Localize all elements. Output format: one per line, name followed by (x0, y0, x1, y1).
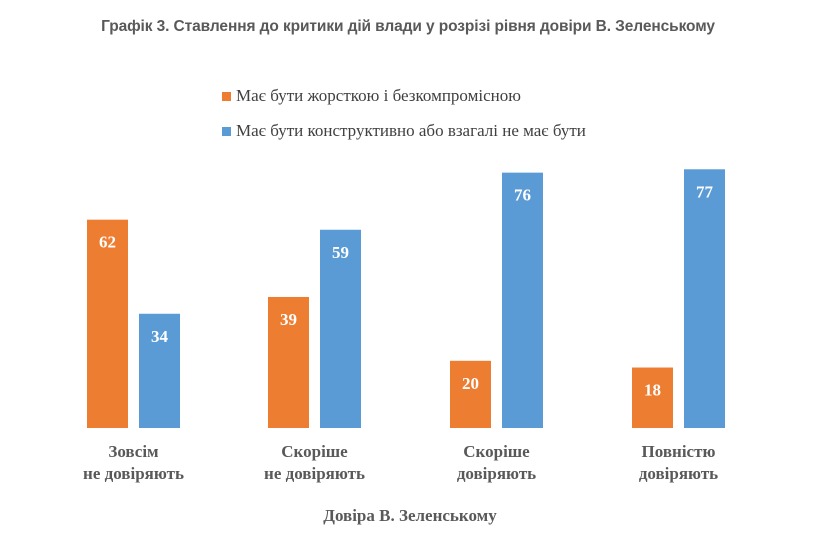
data-label-series-0-cat-3: 18 (644, 381, 661, 400)
data-label-series-0-cat-2: 20 (462, 374, 479, 393)
legend-item-series-0: Має бути жорсткою і безкомпромісною (222, 86, 586, 106)
legend-label: Має бути жорсткою і безкомпромісною (236, 86, 521, 105)
chart-title: Графік 3. Ставлення до критики дій влади… (101, 18, 715, 35)
bar-series-1-cat-1 (320, 229, 361, 428)
data-label-series-1-cat-2: 76 (514, 186, 531, 205)
data-label-series-1-cat-1: 59 (332, 243, 349, 262)
legend-item-series-1: Має бути конструктивно або взагалі не ма… (222, 121, 586, 141)
bar-series-1-cat-0 (139, 313, 180, 428)
bar-series-0-cat-0 (87, 219, 128, 428)
data-label-series-1-cat-3: 77 (696, 182, 714, 201)
bar-series-0-cat-2 (450, 360, 491, 428)
category-label-1-line-1: не довіряють (264, 464, 365, 483)
bar-series-1-cat-2 (502, 172, 543, 428)
category-label-2-line-1: довіряють (457, 464, 536, 483)
legend-swatch-blue (222, 126, 231, 136)
legend: Має бути жорсткою і безкомпромісною Має … (222, 86, 586, 156)
bar-series-1-cat-3 (684, 169, 725, 428)
legend-swatch-orange (222, 91, 231, 101)
category-labels-group: Зовсім не довіряють Скоріше не довіряють Ско… (83, 442, 718, 483)
legend-label: Має бути конструктивно або взагалі не ма… (236, 121, 586, 140)
data-label-series-0-cat-0: 62 (99, 233, 116, 252)
category-label-3-line-1: довіряють (639, 464, 718, 483)
bar-series-0-cat-3 (632, 367, 673, 428)
category-label-0-line-0: Зовсім (108, 442, 159, 461)
category-label-0-line-1: не довіряють (83, 464, 184, 483)
category-label-1-line-0: Скоріше (281, 442, 348, 461)
data-label-series-1-cat-0: 34 (151, 327, 169, 346)
data-label-series-0-cat-1: 39 (280, 310, 297, 329)
category-label-2-line-0: Скоріше (463, 442, 530, 461)
category-label-3-line-0: Повністю (642, 442, 716, 461)
bar-series-0-cat-1 (268, 296, 309, 428)
bars-group: 62 34 39 59 20 76 18 77 (87, 169, 725, 428)
x-axis-title: Довіра В. Зеленському (323, 506, 497, 525)
